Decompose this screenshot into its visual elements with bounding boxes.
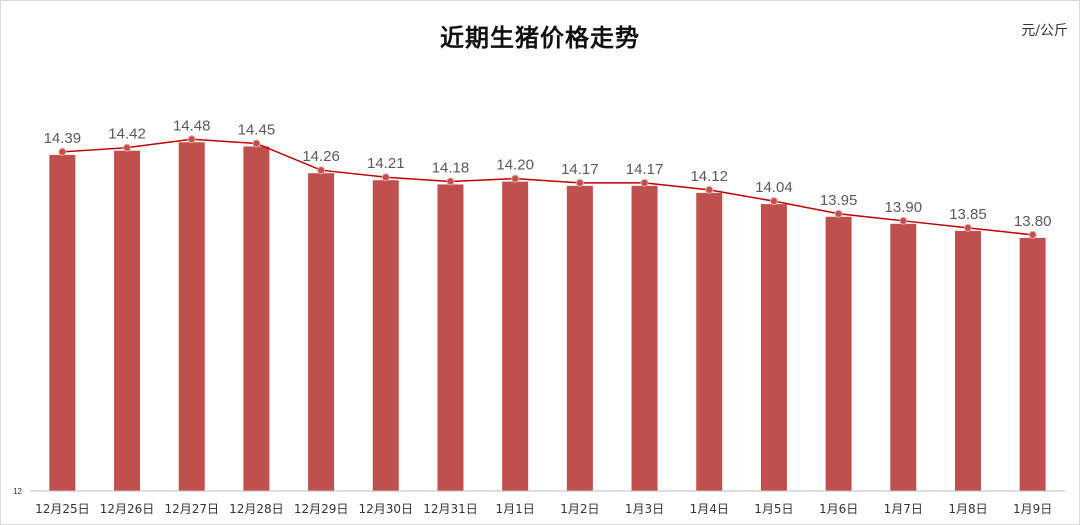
- trend-point: [317, 166, 326, 175]
- x-tick-label: 12月30日: [359, 502, 414, 516]
- data-label: 14.18: [432, 159, 470, 176]
- data-label: 14.17: [561, 161, 599, 178]
- x-tick-label: 12月26日: [100, 502, 155, 516]
- data-label: 13.80: [1014, 213, 1052, 230]
- bar: [696, 192, 723, 491]
- bar: [243, 146, 270, 491]
- bar: [114, 150, 141, 491]
- trend-point: [123, 143, 132, 152]
- bar: [566, 185, 593, 491]
- bar: [890, 223, 917, 491]
- data-label: 13.85: [949, 206, 987, 223]
- data-label: 14.12: [690, 168, 728, 185]
- bar: [502, 181, 529, 491]
- trend-point: [963, 223, 972, 232]
- x-tick-label: 1月1日: [496, 502, 535, 516]
- x-tick-label: 12月28日: [229, 502, 284, 516]
- data-label: 13.90: [885, 199, 923, 216]
- x-tick-label: 1月6日: [819, 502, 858, 516]
- data-label: 14.45: [238, 121, 276, 138]
- unit-label: 元/公斤: [1021, 23, 1068, 39]
- trend-point: [252, 139, 261, 148]
- x-tick-label: 1月3日: [625, 502, 664, 516]
- trend-point: [511, 174, 520, 183]
- x-tick-label: 12月25日: [35, 502, 90, 516]
- bar: [1019, 237, 1046, 491]
- bar: [825, 216, 852, 491]
- trend-point: [834, 209, 843, 218]
- y-tick-label: 12: [13, 487, 22, 496]
- data-label: 14.26: [302, 148, 340, 165]
- data-label: 14.20: [496, 157, 534, 174]
- x-tick-label: 1月9日: [1013, 502, 1052, 516]
- data-label: 14.39: [44, 130, 82, 147]
- x-tick-label: 12月31日: [423, 502, 478, 516]
- x-tick-label: 1月2日: [560, 502, 599, 516]
- trend-line: [62, 138, 1033, 236]
- data-label: 14.42: [108, 126, 146, 143]
- trend-point: [1028, 230, 1037, 239]
- data-label: 14.04: [755, 179, 793, 196]
- x-tick-label: 1月7日: [884, 502, 923, 516]
- bar: [760, 204, 787, 491]
- trend-point: [705, 185, 714, 194]
- x-tick-label: 1月5日: [754, 502, 793, 516]
- x-tick-label: 1月4日: [690, 502, 729, 516]
- trend-point: [381, 173, 390, 182]
- chart-title: 近期生猪价格走势: [440, 23, 640, 52]
- bar: [49, 154, 76, 491]
- data-label: 14.21: [367, 155, 405, 172]
- bar: [308, 173, 335, 491]
- trend-point: [575, 178, 584, 187]
- trend-point: [187, 135, 196, 144]
- bar: [437, 184, 464, 491]
- trend-point: [899, 216, 908, 225]
- bar: [631, 185, 658, 491]
- x-tick-label: 12月27日: [164, 502, 219, 516]
- bar: [178, 142, 205, 491]
- data-label: 14.17: [626, 161, 664, 178]
- x-tick-label: 1月8日: [948, 502, 987, 516]
- bar: [372, 180, 399, 491]
- bar: [954, 230, 981, 491]
- x-tick-label: 12月29日: [294, 502, 349, 516]
- trend-point: [640, 178, 649, 187]
- trend-point: [769, 197, 778, 206]
- data-label: 14.48: [173, 117, 211, 134]
- trend-point: [58, 147, 67, 156]
- data-label: 13.95: [820, 192, 858, 209]
- trend-point: [446, 177, 455, 186]
